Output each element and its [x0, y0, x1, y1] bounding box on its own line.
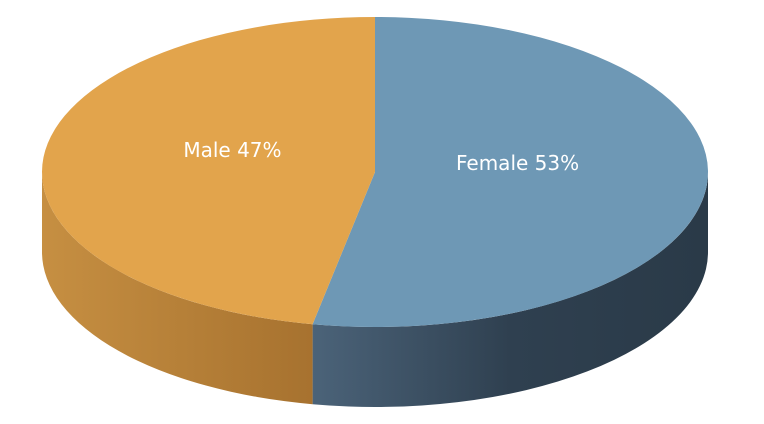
pie-tops [42, 17, 709, 328]
data-label: Male 47% [183, 138, 281, 162]
data-label: Female 53% [456, 151, 579, 175]
pie-sides [42, 172, 709, 407]
pie-labels: Female 53% Male 47% [183, 138, 579, 175]
pie-slice [312, 17, 709, 328]
pie-side [42, 172, 313, 405]
pie-side [312, 172, 709, 407]
pie-slice [42, 17, 375, 325]
